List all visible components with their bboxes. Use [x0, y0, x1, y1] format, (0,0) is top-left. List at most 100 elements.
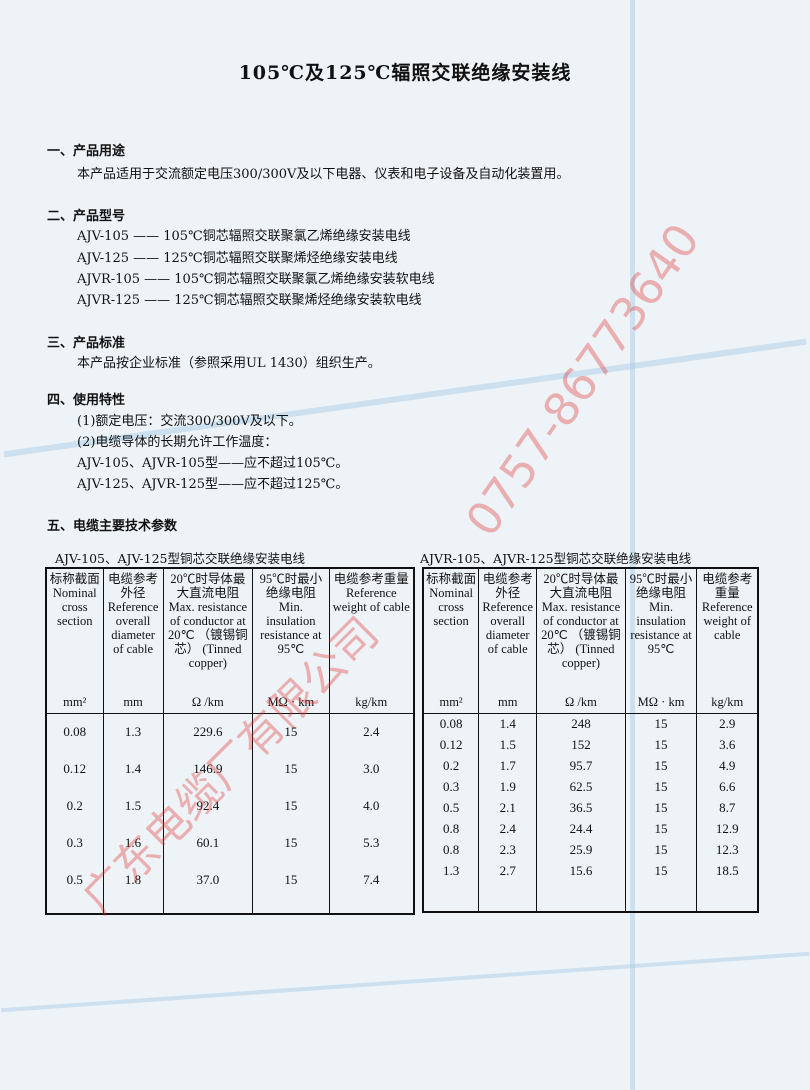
table-caption: AJV-105、AJV-125型铜芯交联绝缘安装电线 [55, 551, 306, 566]
header-unit: kg/km [711, 695, 744, 709]
section-text: AJV-125 —— 125℃铜芯辐照交联聚烯烃绝缘安装电线 [77, 251, 398, 266]
header-cn: 20℃时导体最大直流电阻 [543, 572, 619, 600]
table-cell: 15 [624, 713, 698, 735]
background-tower [630, 0, 635, 1090]
table-cell: 1.3 [102, 713, 164, 751]
header-en: Reference overall diameter of cable [482, 600, 534, 656]
header-cn: 电缆参考外径 [108, 572, 159, 600]
table-cell: 15 [624, 839, 698, 861]
section-heading: 四、使用特性 [47, 393, 126, 408]
spec-table-ajv: 标称截面 Nominal cross section mm² 电缆参考外径 Refere… [45, 567, 415, 915]
table-row: 0.5 2.1 36.5 15 8.7 [422, 797, 759, 819]
table-row: 0.2 1.7 95.7 15 4.9 [422, 755, 759, 777]
table-cell: 0.12 [45, 750, 104, 788]
table-row: 0.3 1.9 62.5 15 6.6 [422, 776, 759, 798]
table-cell: 15 [624, 776, 698, 798]
table-cell: 2.9 [696, 713, 759, 735]
header-cn: 95℃时最小绝缘电阻 [259, 572, 323, 600]
section-text: AJV-105、AJVR-105型——应不超过105℃。 [77, 456, 349, 471]
header-cn: 95℃时最小绝缘电阻 [629, 572, 693, 600]
table-cell: 5.3 [328, 824, 415, 862]
header-cn: 20℃时导体最大直流电阻 [170, 572, 246, 600]
table-cell: 36.5 [536, 797, 626, 819]
table-cell: 0.3 [422, 776, 480, 798]
table-row: 0.08 1.3 229.6 15 2.4 [45, 713, 415, 751]
table-cell: 2.3 [478, 839, 538, 861]
table-cell: 0.3 [45, 824, 104, 862]
table-row: 0.5 1.8 37.0 15 7.4 [45, 861, 415, 899]
section-heading: 一、产品用途 [47, 144, 126, 159]
header-cn: 标称截面 [49, 572, 100, 586]
table-cell: 3.6 [696, 734, 759, 756]
table-cell: 92.4 [162, 787, 254, 825]
header-en: Reference weight of cable [332, 586, 410, 614]
table-cell: 1.4 [478, 713, 538, 735]
column-header: 电缆参考重量 Reference weight of cable kg/km [696, 567, 759, 714]
table-cell: 2.1 [478, 797, 538, 819]
header-unit: mm² [63, 695, 87, 709]
table-row: 0.8 2.4 24.4 15 12.9 [422, 818, 759, 840]
table-cell: 15 [624, 797, 698, 819]
table-cell: 15 [252, 787, 330, 825]
table-cell: 15 [624, 755, 698, 777]
column-header: 20℃时导体最大直流电阻 Max. resistance of conductor… [536, 567, 626, 714]
header-unit: Ω /km [565, 695, 597, 709]
table-row: 0.08 1.4 248 15 2.9 [422, 713, 759, 735]
watermark-phone: 0757-86773640 [455, 213, 711, 546]
header-cn: 标称截面 [426, 572, 477, 586]
table-cell: 0.5 [45, 861, 104, 899]
table-cell: 15 [624, 734, 698, 756]
table-cell: 18.5 [696, 860, 759, 882]
table-cell: 15 [252, 861, 330, 899]
section-text: AJVR-125 —— 125℃铜芯辐照交联聚烯烃绝缘安装软电线 [77, 293, 422, 308]
table-cell: 0.08 [45, 713, 104, 751]
header-en: Max. resistance of conductor at 20℃ （镀锡铜… [541, 600, 621, 670]
table-cell: 1.4 [102, 750, 164, 788]
table-cell: 2.7 [478, 860, 538, 882]
table-cell: 2.4 [478, 818, 538, 840]
table-cell: 0.2 [45, 787, 104, 825]
section-text: 本产品按企业标准（参照采用UL 1430）组织生产。 [77, 356, 381, 371]
table-cell: 62.5 [536, 776, 626, 798]
header-en: Reference overall diameter of cable [107, 600, 159, 656]
table-cell: 1.5 [478, 734, 538, 756]
table-row: 0.12 1.5 152 15 3.6 [422, 734, 759, 756]
table-cell: 4.0 [328, 787, 415, 825]
table-cell: 0.8 [422, 818, 480, 840]
table-cell: 25.9 [536, 839, 626, 861]
table-cell: 1.8 [102, 861, 164, 899]
header-cn: 电缆参考重量 [333, 572, 409, 586]
table-cell: 2.4 [328, 713, 415, 751]
table-cell: 6.6 [696, 776, 759, 798]
column-header: 95℃时最小绝缘电阻 Min. insulation resistance at … [624, 567, 698, 714]
table-cell: 1.5 [102, 787, 164, 825]
section-text: AJV-125、AJVR-125型——应不超过125℃。 [77, 477, 349, 492]
table-cell: 0.8 [422, 839, 480, 861]
section-heading: 五、电缆主要技术参数 [47, 519, 178, 534]
header-cn: 电缆参考重量 [702, 572, 753, 600]
table-cell: 37.0 [162, 861, 254, 899]
header-unit: Ω /km [191, 695, 224, 709]
table-cell: 7.4 [328, 861, 415, 899]
page-title: 105℃及125℃辐照交联绝缘安装线 [238, 62, 572, 84]
table-cell: 12.9 [696, 818, 759, 840]
column-header: 电缆参考重量 Reference weight of cable kg/km [328, 567, 415, 714]
table-cell: 24.4 [536, 818, 626, 840]
section-text: AJVR-105 —— 105℃铜芯辐照交联聚氯乙烯绝缘安装软电线 [77, 272, 435, 287]
column-header: 电缆参考外径 Reference overall diameter of cabl… [478, 567, 538, 714]
section-heading: 三、产品标准 [47, 336, 126, 351]
header-unit: mm [497, 695, 518, 709]
header-en: Min. insulation resistance at 95℃ [260, 600, 322, 656]
table-cell: 1.3 [422, 860, 480, 882]
table-row: 0.8 2.3 25.9 15 12.3 [422, 839, 759, 861]
table-cell: 152 [536, 734, 626, 756]
table-row: 0.12 1.4 146.9 15 3.0 [45, 750, 415, 788]
section-text: (1)额定电压：交流300/300V及以下。 [77, 414, 302, 429]
header-en: Min. insulation resistance at 95℃ [630, 600, 692, 656]
table-cell: 0.08 [422, 713, 480, 735]
column-header: 标称截面 Nominal cross section mm² [45, 567, 104, 714]
column-header: 电缆参考外径 Reference overall diameter of cabl… [102, 567, 164, 714]
header-en: Nominal cross section [52, 586, 97, 628]
table-cell: 60.1 [162, 824, 254, 862]
